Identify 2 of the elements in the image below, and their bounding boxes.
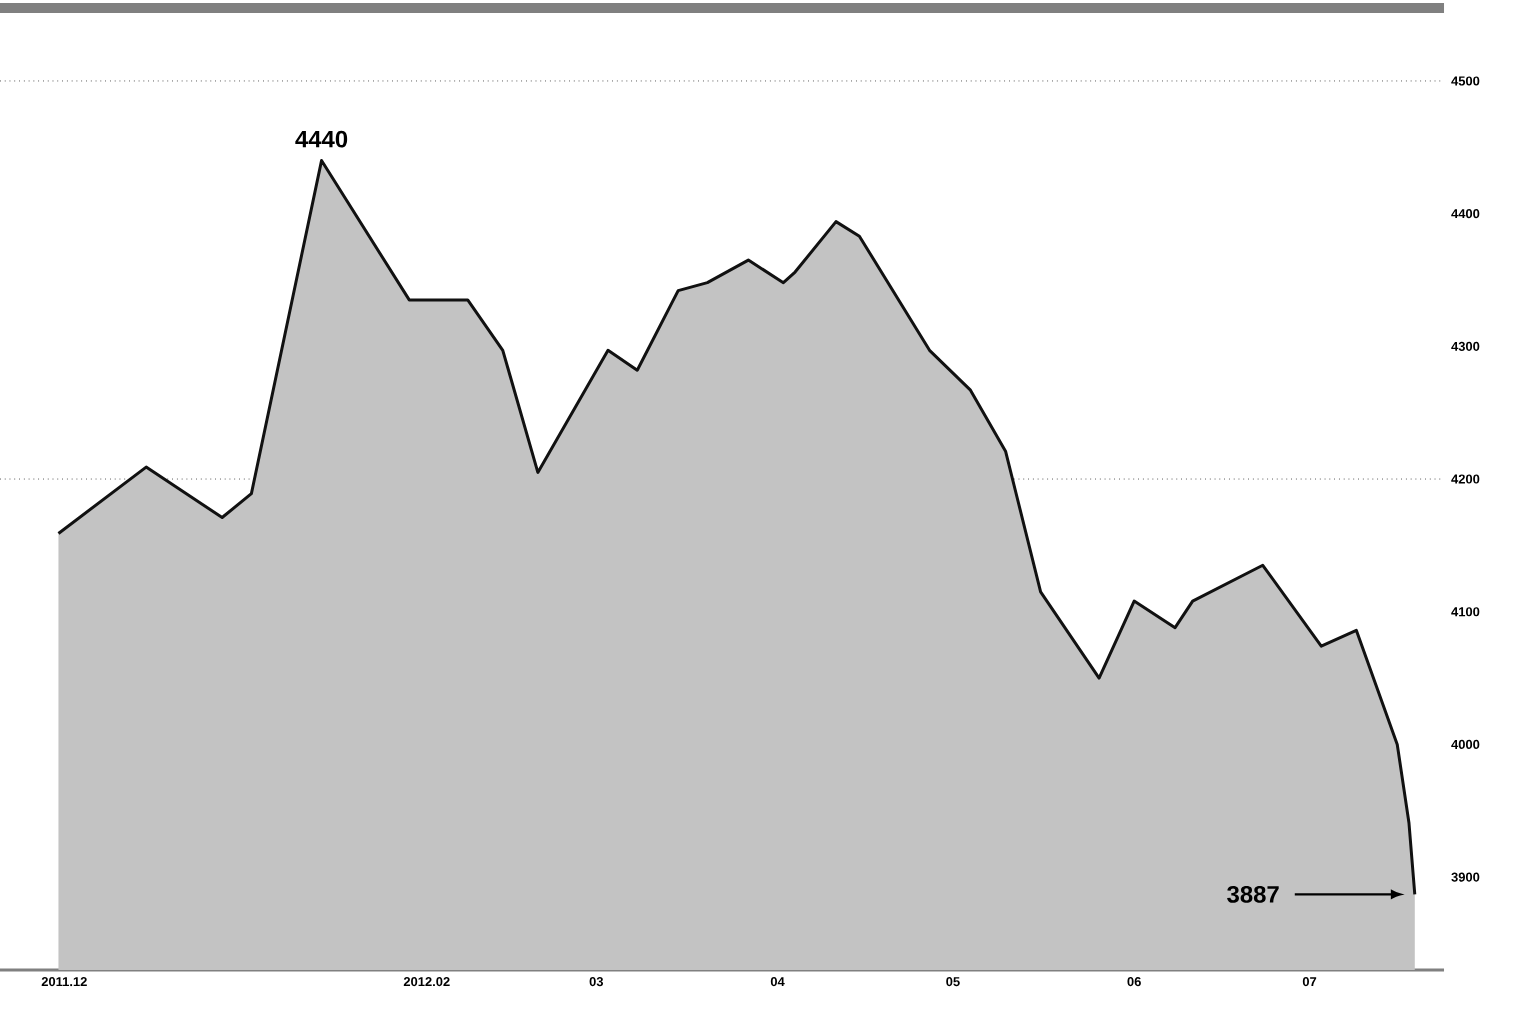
annotation: 4440 — [295, 130, 348, 148]
annotation: 3887 — [1227, 885, 1279, 903]
